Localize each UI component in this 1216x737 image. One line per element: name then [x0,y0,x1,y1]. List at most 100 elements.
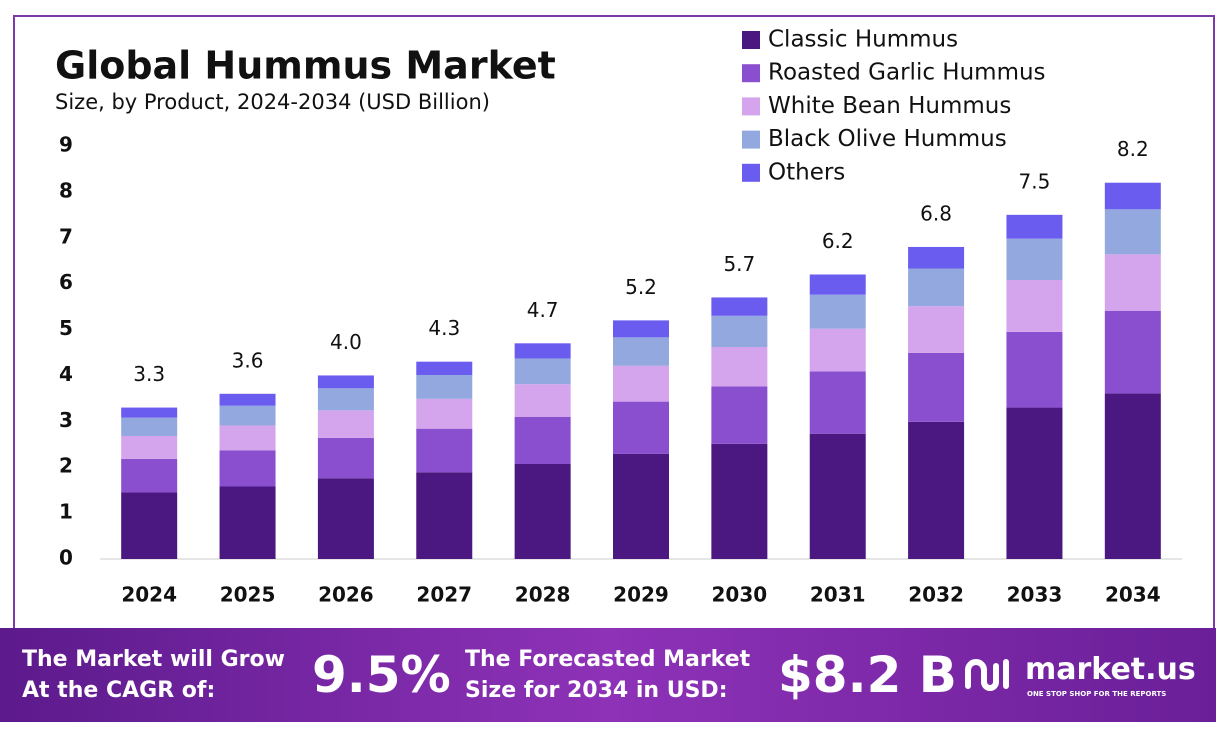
y-tick-label: 3 [59,408,73,432]
bar-segment [317,437,374,479]
bar-segment [908,352,965,422]
bar-segment [1104,393,1161,559]
bar-segment [1104,254,1161,311]
total-label: 3.3 [133,362,165,386]
bar-segment [219,425,276,451]
bar-segment [711,315,768,347]
total-label: 5.2 [625,275,657,299]
legend-label: Roasted Garlic Hummus [768,60,1046,86]
bar-segment [809,274,866,295]
bar-segment [1006,238,1063,280]
x-tick-label: 2028 [515,583,571,607]
total-label: 3.6 [232,348,264,372]
chart-title: Global Hummus Market [55,44,556,88]
bar-segment [1006,331,1063,408]
bar-segment [809,328,866,372]
bar-segment [908,268,965,307]
footer-banner: The Market will Grow At the CAGR of: 9.5%… [0,628,1216,722]
legend-swatch [742,130,760,149]
bar-segment [416,361,473,375]
forecast-line: The Forecasted Market [465,647,751,672]
tagline: ONE STOP SHOP FOR THE REPORTS [1027,690,1167,698]
legend-label: Others [768,159,845,185]
total-label: 4.0 [330,330,362,354]
bar-segment [317,375,374,389]
y-tick-label: 4 [59,362,73,386]
x-tick-label: 2030 [712,583,768,607]
legend-label: Black Olive Hummus [768,126,1007,152]
bar-segment [613,401,669,454]
bar-segment [514,343,571,359]
x-tick-label: 2025 [220,583,276,607]
bar-segment [809,433,866,559]
bar-segment [317,388,374,411]
x-tick-label: 2032 [908,583,964,607]
bar-segment [1104,310,1161,394]
bar-segment [514,416,571,465]
bar-segment [711,346,768,387]
y-tick-label: 7 [59,224,73,248]
total-label: 4.3 [428,316,460,340]
chart-subtitle: Size, by Product, 2024-2034 (USD Billion… [55,90,490,114]
bar-segment [1104,209,1161,255]
bar-segment [613,453,669,559]
forecast-value: $8.2 B [778,646,957,704]
bar-segment [1104,182,1161,210]
bar-segment [1006,214,1063,239]
y-tick-label: 0 [59,546,73,570]
brand-logo [965,659,1009,691]
legend-swatch [742,163,760,182]
bar-segment [613,337,669,366]
bar-segment [908,306,965,353]
bar-segment [711,297,768,316]
bar-segment [416,398,473,429]
legend-swatch [742,97,760,116]
bar-segment [809,294,866,329]
bar-segment [908,246,965,269]
bar-segment [317,478,374,559]
x-tick-label: 2029 [613,583,669,607]
bar-segment [416,472,473,559]
bar-segment [711,443,768,559]
total-label: 6.2 [822,229,854,253]
chart: Global Hummus Market Size, by Product, 2… [13,15,1215,628]
cagr-text: The Market will Grow At the CAGR of: [22,644,285,706]
bar-segment [121,417,178,437]
bar-segment [121,436,178,459]
bar-segment [219,405,276,426]
forecast-line: Size for 2034 in USD: [465,678,728,703]
y-tick-label: 9 [59,133,73,157]
bar-segment [514,358,571,385]
bar-segment [514,464,571,559]
legend-label: Classic Hummus [768,27,958,53]
x-tick-label: 2034 [1105,583,1161,607]
x-tick-label: 2033 [1007,583,1063,607]
cagr-value: 9.5% [312,646,451,704]
bar-segment [121,407,178,418]
bar-segment [1006,407,1063,559]
x-tick-label: 2026 [318,583,374,607]
brand: market.us [1025,652,1196,687]
x-tick-label: 2031 [810,583,866,607]
legend-swatch [742,31,760,49]
bar-segment [121,458,178,493]
bar-segment [613,320,669,338]
y-tick-label: 6 [59,270,73,294]
cagr-line: At the CAGR of: [22,678,216,703]
bar-segment [219,486,276,559]
total-label: 8.2 [1117,137,1149,161]
total-label: 4.7 [527,298,559,322]
bar-segment [1006,279,1063,332]
y-tick-label: 5 [59,316,73,340]
bar-segment [514,384,571,417]
frame [13,15,1215,628]
bar-segment [416,374,473,399]
bar-segment [908,421,965,559]
total-label: 7.5 [1019,169,1051,193]
cagr-line: The Market will Grow [22,647,285,672]
bar-segment [711,386,768,444]
bar-segment [219,393,276,406]
y-tick-label: 1 [59,500,73,524]
bar-segment [121,492,178,559]
